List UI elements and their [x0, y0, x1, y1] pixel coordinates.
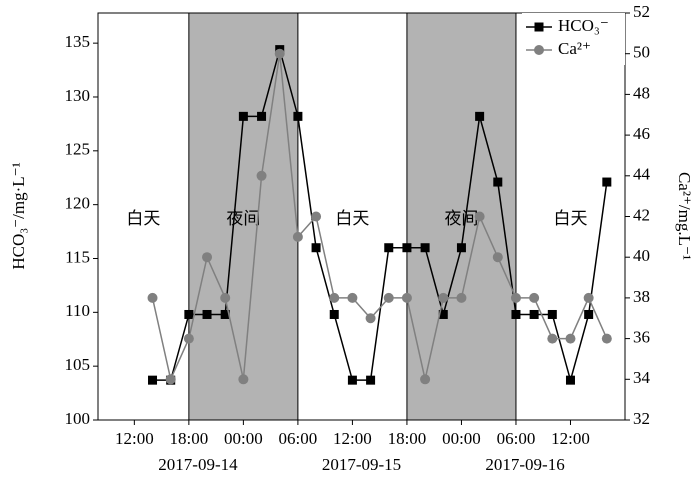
- x-tick-label: 18:00: [169, 429, 208, 448]
- point: [293, 111, 303, 121]
- x-tick-label: 00:00: [442, 429, 481, 448]
- point: [547, 309, 557, 319]
- x-date-label: 2017-09-14: [158, 455, 238, 474]
- x-tick-label: 12:00: [115, 429, 154, 448]
- y-axis-label: HCO₃⁻/mg·L⁻¹: [9, 162, 28, 269]
- point: [420, 243, 430, 253]
- point: [311, 211, 322, 222]
- y2-tick-label: 38: [633, 287, 650, 306]
- point: [493, 177, 503, 187]
- y-tick-label: 115: [65, 247, 90, 266]
- point: [165, 374, 176, 385]
- point: [184, 309, 194, 319]
- point: [384, 243, 394, 253]
- point: [565, 333, 576, 344]
- y2-tick-label: 34: [633, 368, 651, 387]
- point: [565, 375, 575, 385]
- night-band: [188, 12, 299, 421]
- point: [583, 292, 594, 303]
- point: [257, 111, 267, 121]
- night-band: [406, 12, 517, 421]
- y2-tick-label: 36: [633, 328, 650, 347]
- x-date-label: 2017-09-16: [485, 455, 564, 474]
- point: [147, 292, 158, 303]
- point: [274, 48, 285, 59]
- period-label: 夜间: [444, 209, 478, 228]
- point: [148, 375, 158, 385]
- point: [456, 292, 467, 303]
- point: [238, 374, 249, 385]
- y-tick-label: 100: [65, 409, 91, 428]
- point: [256, 170, 267, 181]
- point: [584, 309, 594, 319]
- point: [329, 309, 339, 319]
- x-tick-label: 18:00: [388, 429, 427, 448]
- legend-label: HCO₃⁻: [558, 16, 609, 35]
- point: [238, 111, 248, 121]
- point: [402, 243, 412, 253]
- point: [329, 292, 340, 303]
- point: [202, 252, 213, 263]
- y-tick-label: 125: [65, 140, 91, 159]
- legend-box: [522, 13, 625, 65]
- point: [311, 243, 321, 253]
- y2-tick-label: 40: [633, 246, 650, 265]
- x-tick-label: 12:00: [333, 429, 372, 448]
- point: [347, 292, 358, 303]
- point: [474, 211, 485, 222]
- y2-tick-label: 44: [633, 165, 651, 184]
- point: [492, 252, 503, 263]
- point: [529, 292, 540, 303]
- y2-tick-label: 52: [633, 2, 650, 21]
- point: [601, 333, 612, 344]
- point: [366, 375, 376, 385]
- y-tick-label: 120: [65, 194, 91, 213]
- legend-label: Ca²⁺: [558, 39, 591, 58]
- point: [202, 309, 212, 319]
- period-label: 白天: [335, 209, 369, 228]
- period-label: 白天: [126, 209, 160, 228]
- point: [365, 313, 376, 324]
- x-date-label: 2017-09-15: [322, 455, 401, 474]
- point: [456, 243, 466, 253]
- point: [529, 309, 539, 319]
- y2-tick-label: 42: [633, 205, 650, 224]
- point: [438, 309, 448, 319]
- y2-tick-label: 50: [633, 43, 650, 62]
- point: [511, 309, 521, 319]
- point: [475, 111, 485, 121]
- point: [220, 292, 231, 303]
- x-tick-label: 06:00: [279, 429, 318, 448]
- period-label: 白天: [553, 209, 587, 228]
- period-label: 夜间: [226, 209, 260, 228]
- x-tick-label: 12:00: [551, 429, 590, 448]
- point: [183, 333, 194, 344]
- y2-tick-label: 48: [633, 83, 650, 102]
- point: [401, 292, 412, 303]
- point: [438, 292, 449, 303]
- point: [220, 309, 230, 319]
- point: [510, 292, 521, 303]
- y-tick-label: 135: [65, 32, 91, 51]
- legend-marker: [534, 22, 544, 32]
- point: [292, 231, 303, 242]
- y-tick-label: 130: [65, 86, 91, 105]
- x-tick-label: 00:00: [224, 429, 263, 448]
- y2-tick-label: 32: [633, 409, 650, 428]
- y2-axis-label: Ca²⁺/mg.L⁻¹: [675, 172, 694, 260]
- y-tick-label: 105: [65, 355, 91, 374]
- point: [547, 333, 558, 344]
- y2-tick-label: 46: [633, 124, 650, 143]
- point: [602, 177, 612, 187]
- legend-marker: [534, 45, 544, 55]
- y-tick-label: 110: [65, 301, 90, 320]
- point: [383, 292, 394, 303]
- point: [347, 375, 357, 385]
- x-tick-label: 06:00: [497, 429, 536, 448]
- point: [420, 374, 431, 385]
